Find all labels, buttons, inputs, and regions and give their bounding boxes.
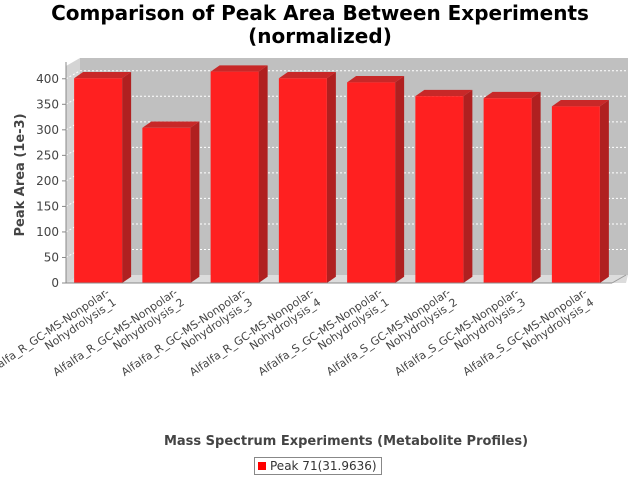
x-category-labels: Alfalfa_R_GC-MS-Nonpolar-Nohydrolysis_1A… xyxy=(0,286,596,379)
bar xyxy=(278,71,336,283)
bar xyxy=(142,121,200,284)
bar-top xyxy=(74,71,132,79)
y-tick-label: 150 xyxy=(36,199,59,213)
floor-right-edge xyxy=(611,274,627,284)
bar-top xyxy=(210,65,268,72)
chart-title-line-1: Comparison of Peak Area Between Experime… xyxy=(51,1,589,25)
y-tick-labels: 0 50 100 150 200 250 300 350 400 xyxy=(36,72,66,290)
y-tick-label: 50 xyxy=(44,250,59,264)
bar-top xyxy=(483,91,541,99)
chart-title-line-2: (normalized) xyxy=(248,24,392,48)
bar-side xyxy=(395,76,405,284)
chart-title: Comparison of Peak Area Between Experime… xyxy=(0,2,640,48)
bars xyxy=(74,65,609,284)
legend-swatch xyxy=(258,462,266,470)
bar xyxy=(347,76,405,284)
x-axis-title: Mass Spectrum Experiments (Metabolite Pr… xyxy=(164,434,528,449)
bar-side xyxy=(463,89,473,283)
bar-front xyxy=(551,106,600,283)
bar-side xyxy=(599,100,609,283)
bar-top xyxy=(347,76,405,83)
bar-side xyxy=(326,71,336,283)
bar-side xyxy=(531,91,541,283)
bar xyxy=(415,89,473,284)
bar-side xyxy=(122,71,132,283)
y-tick-label: 100 xyxy=(36,225,59,239)
y-tick-label: 350 xyxy=(36,97,59,111)
bar-front xyxy=(483,98,532,284)
y-tick-label: 250 xyxy=(36,148,59,162)
y-axis-title: Peak Area (1e-3) xyxy=(13,113,28,236)
bar-front xyxy=(74,78,123,283)
bar-top xyxy=(415,89,473,97)
bar-front xyxy=(210,71,259,283)
bar xyxy=(551,100,609,283)
bar xyxy=(483,91,541,284)
y-tick-label: 0 xyxy=(51,276,59,290)
bar xyxy=(74,71,132,283)
bar-side xyxy=(190,121,200,284)
bar-front xyxy=(347,82,396,283)
legend: Peak 71(31.9636) xyxy=(254,457,382,475)
bar-front xyxy=(415,96,464,284)
y-tick-label: 400 xyxy=(36,72,59,86)
bar-top xyxy=(551,100,609,107)
y-tick-label: 200 xyxy=(36,174,59,188)
gridline-side xyxy=(65,70,81,80)
y-tick-label: 300 xyxy=(36,123,59,137)
bar-side xyxy=(258,65,268,283)
bar-top xyxy=(142,121,200,128)
bar-top xyxy=(278,71,336,79)
bar-front xyxy=(142,127,191,283)
axes xyxy=(65,62,612,284)
legend-label: Peak 71(31.9636) xyxy=(270,459,377,473)
bar xyxy=(210,65,268,283)
bar-front xyxy=(278,78,327,283)
